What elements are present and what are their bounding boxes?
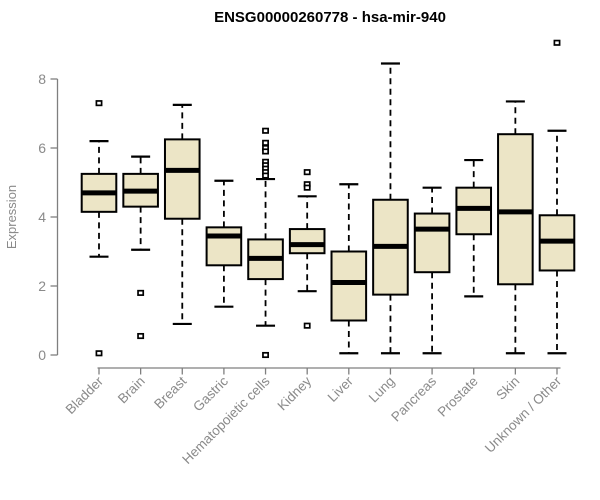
outlier-point <box>262 127 269 134</box>
outlier-point <box>262 139 269 146</box>
outlier-point <box>553 39 561 46</box>
box-prostate <box>455 158 493 298</box>
box-skin <box>497 100 534 355</box>
outlier-point <box>262 351 269 359</box>
x-tick-label: Prostate <box>435 374 481 420</box>
iqr-box <box>330 250 368 322</box>
box-brain <box>122 155 159 340</box>
x-tick-label: Bladder <box>63 373 107 417</box>
iqr-box <box>288 228 326 255</box>
box-gastric <box>205 179 243 308</box>
y-axis-label: Expression <box>4 185 19 249</box>
iqr-box <box>163 138 201 220</box>
x-tick-label: Breast <box>151 373 189 411</box>
iqr-box <box>205 226 243 267</box>
box-hematopoietic-cells <box>247 127 284 359</box>
box-kidney <box>288 169 326 329</box>
box-lung <box>372 62 409 355</box>
box-liver <box>330 183 368 355</box>
iqr-box <box>497 133 534 286</box>
outlier-point <box>303 322 311 329</box>
x-tick-label: Brain <box>115 374 148 407</box>
x-tick-label: Gastric <box>190 373 231 414</box>
y-tick-label: 8 <box>38 71 46 87</box>
iqr-box <box>455 186 493 236</box>
x-tick-label: Liver <box>325 373 357 405</box>
x-tick-label: Lung <box>366 374 398 406</box>
outlier-point <box>262 148 269 155</box>
y-tick-label: 0 <box>38 347 46 363</box>
outlier-point <box>137 289 145 296</box>
box-breast <box>163 103 201 326</box>
outlier-point <box>95 350 103 357</box>
box-bladder <box>80 100 118 357</box>
box-unknown-other <box>538 39 576 355</box>
x-tick-label: Skin <box>493 374 522 403</box>
y-tick-label: 6 <box>38 140 46 156</box>
x-tick-label: Pancreas <box>388 373 439 424</box>
x-tick-label: Kidney <box>275 373 315 413</box>
outlier-point <box>95 100 103 107</box>
box-pancreas <box>413 186 451 355</box>
y-tick-label: 2 <box>38 278 46 294</box>
outlier-point <box>303 184 311 191</box>
x-tick-label: Unknown / Other <box>482 373 565 456</box>
chart-title: ENSG00000260778 - hsa-mir-940 <box>214 9 446 26</box>
y-tick-label: 4 <box>38 209 46 225</box>
iqr-box <box>413 212 451 274</box>
outlier-point <box>137 332 145 340</box>
outlier-point <box>262 172 269 179</box>
outlier-point <box>303 169 311 176</box>
